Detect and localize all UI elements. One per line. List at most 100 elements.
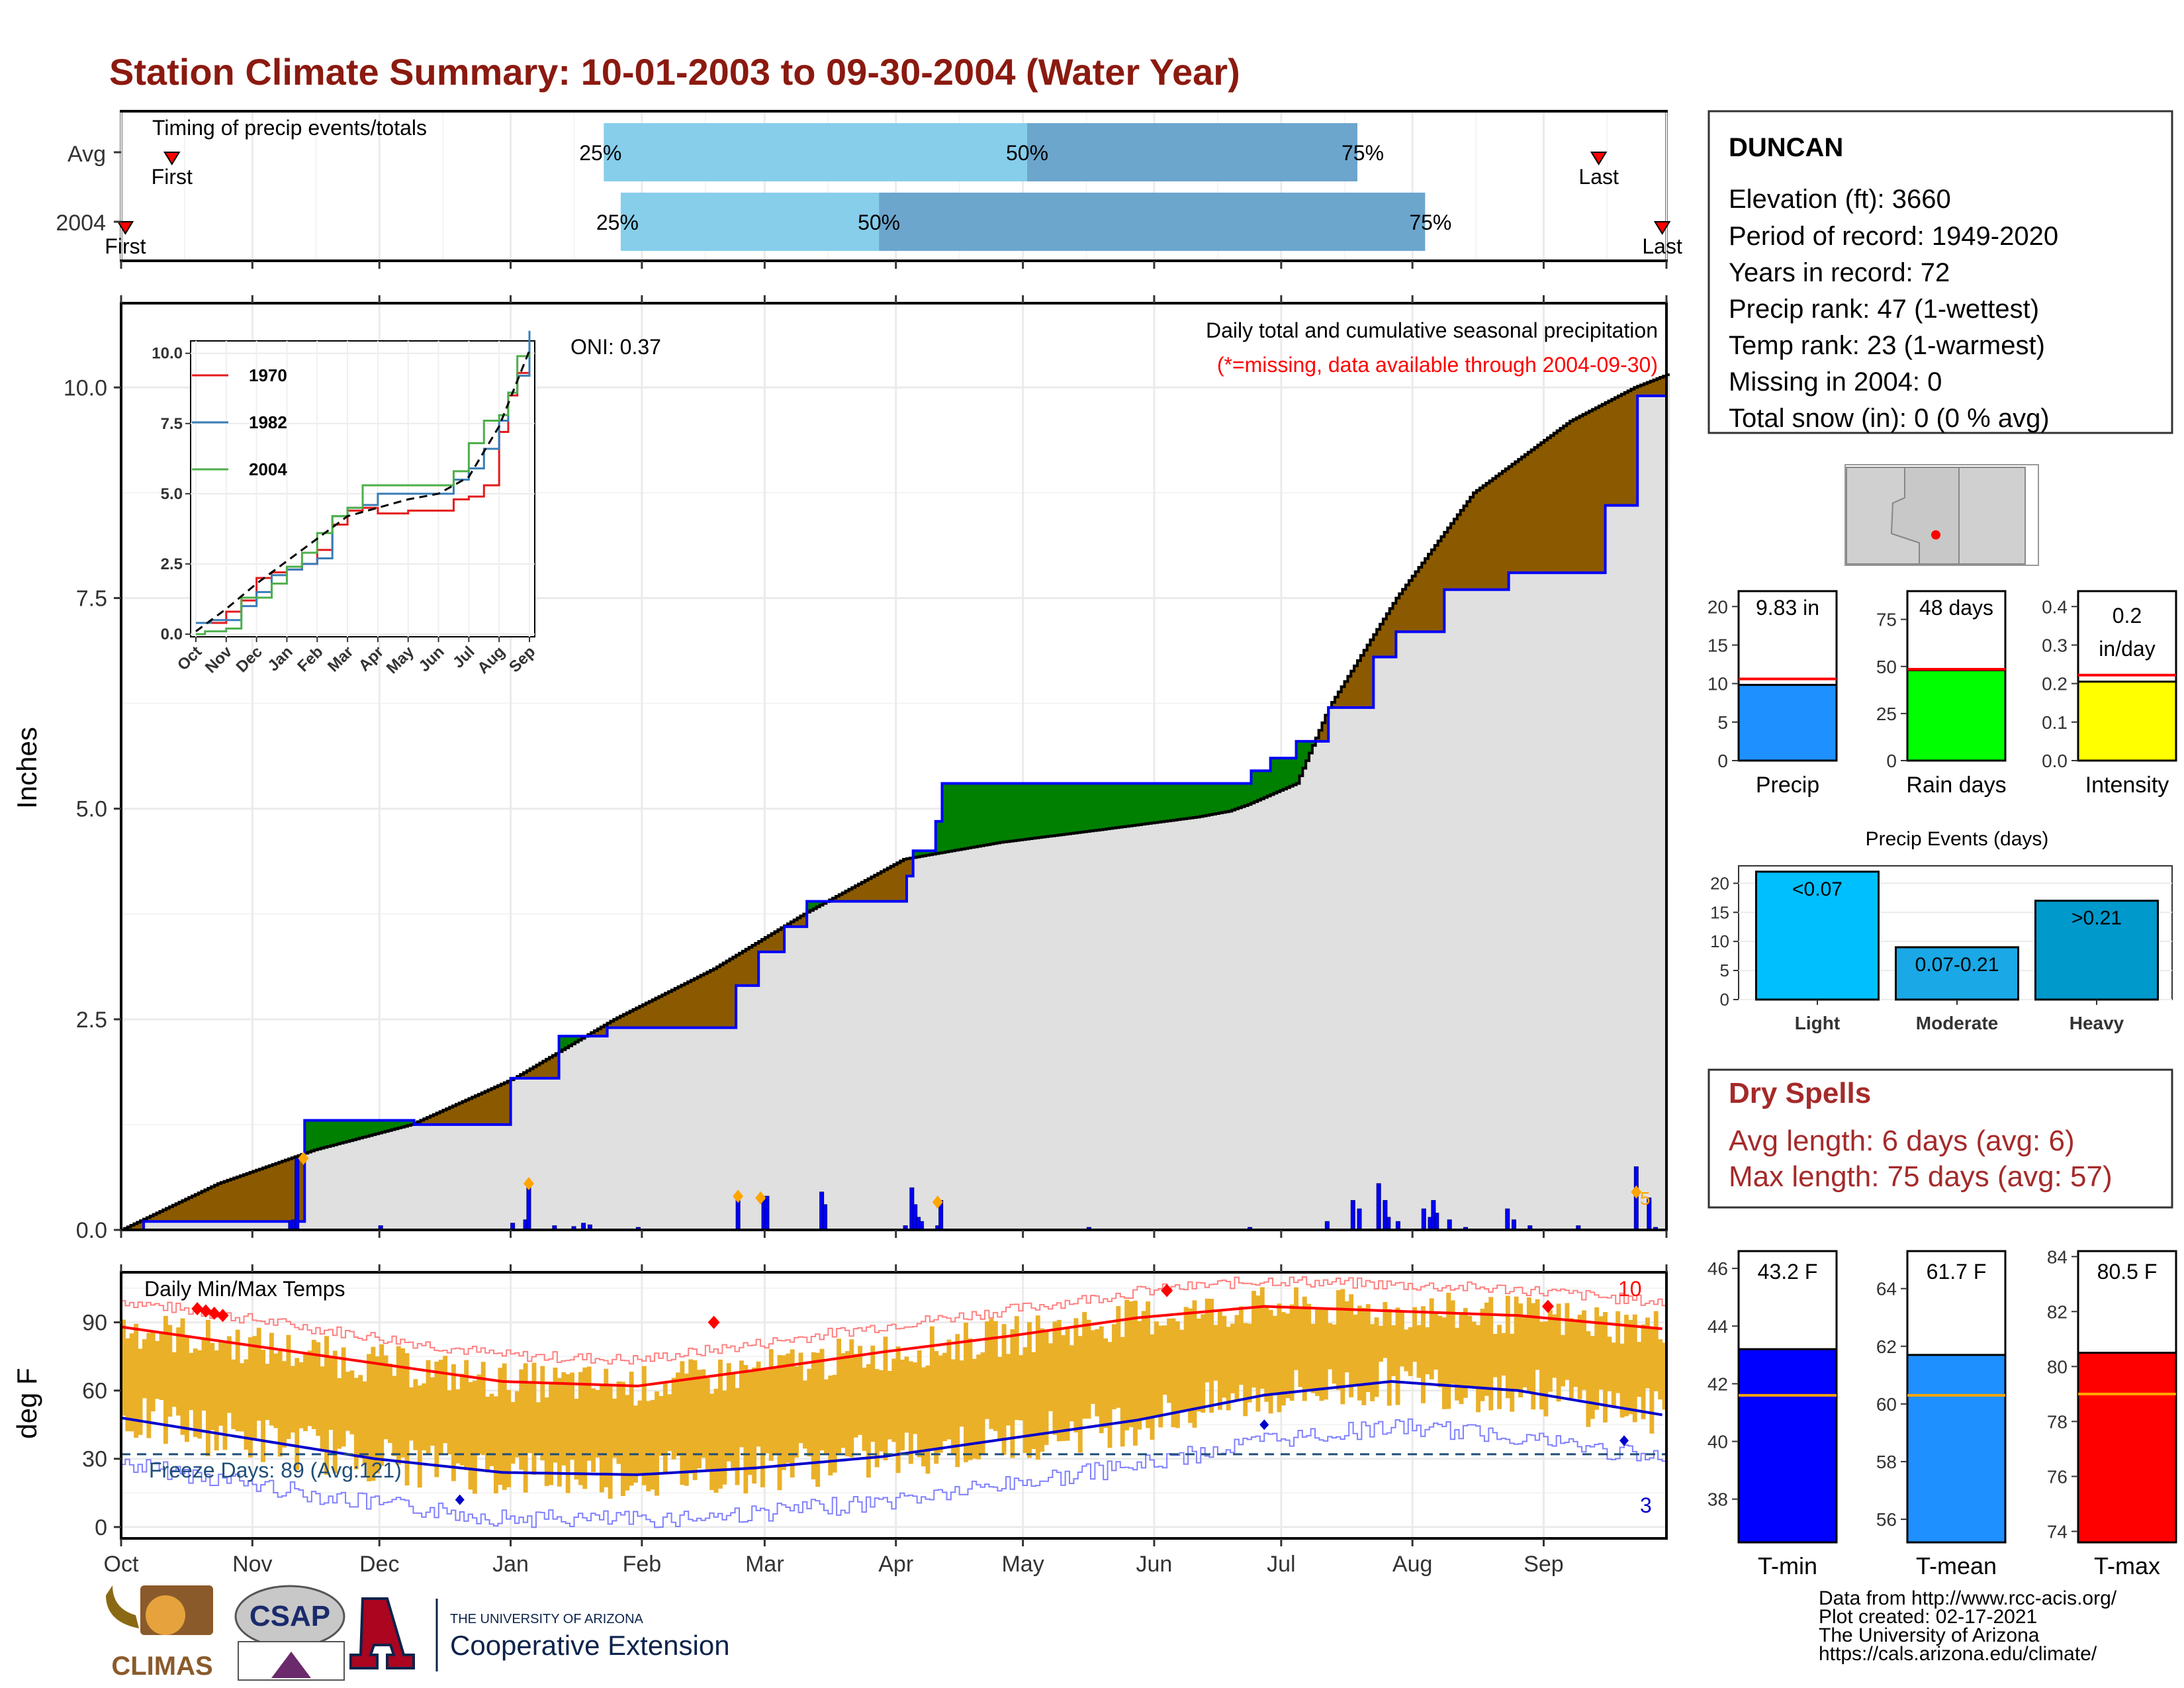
cumulative-difference-bar <box>1363 650 1368 708</box>
mini-bar-tick-label: 0.4 <box>2042 596 2068 617</box>
daily-temp-bar <box>1226 1327 1231 1411</box>
mini-bar-value <box>1737 684 1838 762</box>
cumulative-difference-bar <box>758 941 762 952</box>
daily-precip-bar <box>1434 1213 1439 1231</box>
temp-bar-tick-label: 58 <box>1876 1452 1897 1472</box>
daily-temp-bar <box>1052 1321 1058 1435</box>
cumulative-difference-bar <box>1579 416 1584 573</box>
temp-bar-tick-label: 64 <box>1876 1279 1897 1299</box>
cumulative-difference-bar <box>1641 385 1645 396</box>
daily-temp-bar <box>307 1350 312 1427</box>
mini-bar-chart-precip: 0 5 10 15 20 9.83 in Precip <box>1707 590 1838 798</box>
cumulative-difference-bar <box>401 1120 405 1127</box>
cumulative-difference-bar <box>253 1171 257 1222</box>
daily-temp-bar <box>641 1366 647 1485</box>
cumulative-difference-bar <box>150 1216 154 1222</box>
cumulative-difference-bar <box>259 1168 263 1222</box>
daily-temp-bar <box>472 1380 477 1494</box>
daily-temp-bar <box>1518 1303 1523 1398</box>
cumulative-difference-bar <box>304 1120 308 1154</box>
daily-temp-bar <box>544 1397 549 1486</box>
cumulative-difference-bar <box>1473 492 1477 590</box>
cumulative-difference-bar <box>704 973 707 1028</box>
cumulative-difference-bar <box>716 966 721 1028</box>
daily-temp-bar <box>790 1349 795 1477</box>
daily-temp-bar <box>1209 1299 1214 1413</box>
cumulative-difference-bar <box>562 1036 566 1050</box>
daily-temp-bar <box>1171 1318 1176 1428</box>
daily-temp-bar <box>934 1350 939 1464</box>
cumulative-difference-bar <box>665 993 669 1028</box>
cumulative-difference-bar <box>932 851 936 855</box>
cumulative-difference-bar <box>1505 469 1510 590</box>
cumulative-difference-bar <box>520 1074 524 1078</box>
temp-panel-frame <box>120 1271 1668 1540</box>
cumulative-difference-bar <box>633 1009 637 1028</box>
precip-event-marker <box>755 1191 766 1205</box>
cumulative-difference-bar <box>803 914 807 927</box>
cumulative-difference-bar <box>945 783 949 852</box>
cumulative-difference-bar <box>600 1027 605 1037</box>
daily-temp-bar <box>879 1370 884 1452</box>
cumulative-difference-bar <box>488 1090 492 1125</box>
daily-temp-bar <box>226 1336 232 1413</box>
inset-chart: 0.02.55.07.510.0OctNovDecJanFebMarAprMay… <box>152 330 539 677</box>
cumulative-difference-bar <box>1334 697 1339 708</box>
cumulative-difference-bar <box>900 861 904 902</box>
daily-temp-bar <box>1111 1324 1116 1409</box>
cumulative-difference-bar <box>1527 452 1532 573</box>
cumulative-difference-bar <box>382 1120 386 1133</box>
record-low-marker <box>1619 1435 1629 1446</box>
daily-temp-bar <box>413 1379 418 1450</box>
cumulative-difference-bar <box>559 1036 563 1052</box>
cumulative-difference-bar <box>810 901 814 911</box>
cumulative-difference-bar <box>491 1088 495 1125</box>
daily-temp-bar <box>637 1400 643 1474</box>
daily-temp-bar <box>540 1366 545 1461</box>
cumulative-difference-bar <box>439 1111 444 1125</box>
daily-temp-bar <box>574 1399 579 1480</box>
cumulative-difference-bar <box>597 1029 602 1037</box>
cumulative-difference-bar <box>1370 639 1374 708</box>
daily-temp-bar <box>269 1333 274 1426</box>
cumulative-difference-bar <box>617 1017 621 1028</box>
daily-temp-bar <box>739 1360 744 1448</box>
cumulative-difference-bar <box>1476 490 1480 590</box>
cumulative-difference-bar <box>1515 461 1519 573</box>
daily-temp-bar <box>1069 1345 1074 1422</box>
ua-logo-big-text: Cooperative Extension <box>450 1630 730 1661</box>
daily-temp-bar <box>1488 1297 1494 1411</box>
daily-temp-bar <box>1577 1315 1582 1399</box>
daily-temp-bar <box>1035 1315 1040 1460</box>
daily-temp-bar <box>375 1356 380 1474</box>
cumulative-difference-bar <box>279 1162 283 1222</box>
daily-temp-bar <box>1196 1318 1201 1412</box>
cumulative-difference-bar <box>1531 449 1535 573</box>
inset-legend-label: 1982 <box>249 412 287 432</box>
daily-temp-bar <box>1175 1321 1180 1429</box>
daily-temp-bar <box>477 1374 482 1454</box>
cumulative-difference-bar <box>234 1178 238 1222</box>
cumulative-difference-bar <box>604 1025 608 1037</box>
daily-temp-bar <box>480 1362 486 1456</box>
daily-temp-bar <box>904 1356 909 1433</box>
cumulative-difference-bar <box>1193 783 1197 818</box>
csap-logo: CSAP <box>234 1585 345 1681</box>
daily-temp-bar <box>341 1347 346 1447</box>
cumulative-difference-bar <box>1164 783 1168 821</box>
cumulative-difference-bar <box>643 1004 647 1028</box>
cumulative-difference-bar <box>1547 438 1551 573</box>
daily-temp-bar <box>498 1368 503 1485</box>
daily-temp-bar <box>189 1352 194 1411</box>
climas-logo-text: CLIMAS <box>111 1652 212 1681</box>
daily-temp-bar <box>265 1364 270 1421</box>
temp-bar-chart-t-min: 38 40 42 44 46 43.2 F T-min <box>1707 1250 1838 1579</box>
timing-label-50: 50% <box>858 211 900 234</box>
daily-temp-bar <box>328 1358 334 1430</box>
avg-tmax-line <box>120 1305 1662 1387</box>
ua-logo-a <box>349 1597 415 1669</box>
daily-temp-bar <box>1095 1329 1100 1417</box>
cumulative-difference-bar <box>543 1061 547 1078</box>
daily-temp-bar <box>1624 1315 1629 1417</box>
cumulative-difference-bar <box>533 1066 537 1078</box>
